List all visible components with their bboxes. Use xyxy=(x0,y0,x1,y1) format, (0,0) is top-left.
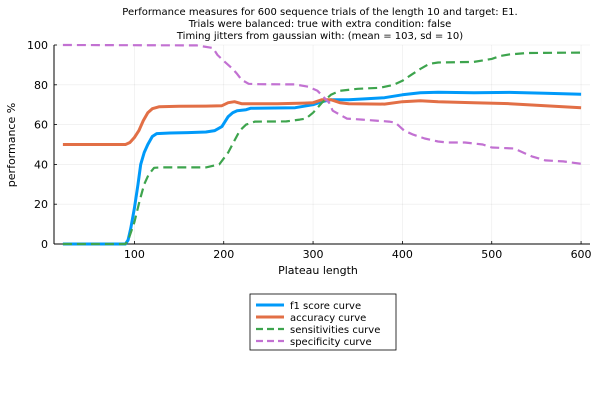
series-line xyxy=(62,98,582,146)
series-lines xyxy=(62,43,582,246)
x-tick-label: 400 xyxy=(392,248,413,261)
x-tick-label: 600 xyxy=(571,248,592,261)
chart-title: Performance measures for 600 sequence tr… xyxy=(122,7,517,42)
title-line-3: Timing jitters from gaussian with: (mean… xyxy=(176,31,463,42)
legend-label: sensitivities curve xyxy=(290,325,380,336)
y-axis-label: performance % xyxy=(5,103,18,187)
legend-label: specificity curve xyxy=(290,337,372,348)
x-axis-label: Plateau length xyxy=(278,264,358,277)
y-tick-label: 100 xyxy=(27,39,48,52)
series-line xyxy=(62,43,582,165)
x-tick-label: 500 xyxy=(481,248,502,261)
y-tick-label: 0 xyxy=(41,238,48,251)
x-tick-label: 100 xyxy=(124,248,145,261)
x-tick-labels: 100 200 300 400 500 600 xyxy=(124,248,592,261)
series-line xyxy=(62,90,582,246)
y-tick-label: 40 xyxy=(34,158,48,171)
axes xyxy=(53,44,590,245)
title-line-1: Performance measures for 600 sequence tr… xyxy=(122,7,517,18)
legend-box xyxy=(249,293,397,351)
x-tick-label: 200 xyxy=(213,248,234,261)
series-line xyxy=(62,51,582,246)
legend-label: accuracy curve xyxy=(290,313,366,324)
legend-label: f1 score curve xyxy=(290,301,361,312)
y-tick-label: 20 xyxy=(34,198,48,211)
y-tick-label: 80 xyxy=(34,79,48,92)
y-tick-label: 60 xyxy=(34,119,48,132)
y-tick-labels: 0 20 40 60 80 100 xyxy=(27,39,48,251)
x-tick-label: 300 xyxy=(303,248,324,261)
title-line-2: Trials were balanced: true with extra co… xyxy=(188,19,452,30)
